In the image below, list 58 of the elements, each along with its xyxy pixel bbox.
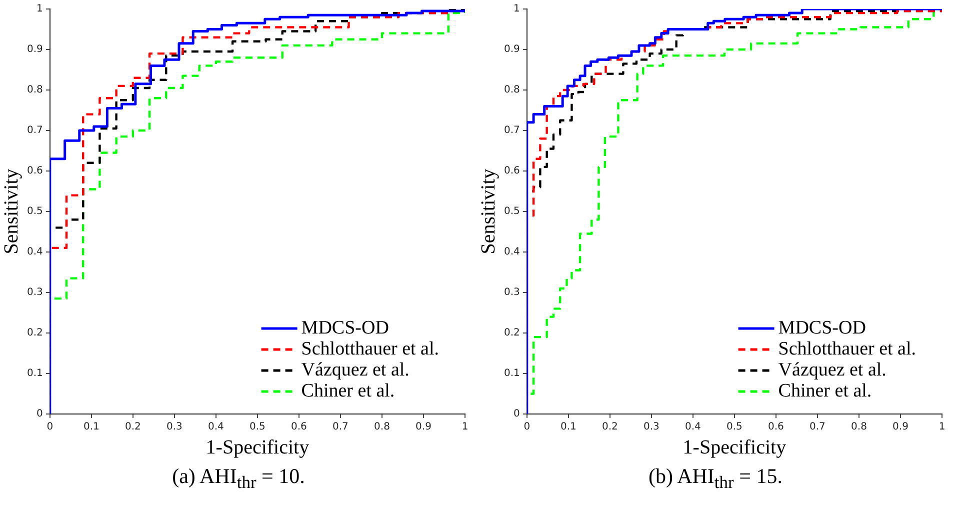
y-tick-label: 0 <box>36 408 43 420</box>
x-tick-label: 0.9 <box>892 422 908 433</box>
x-tick-label: 0.5 <box>250 422 266 433</box>
legend-label: Vázquez et al. <box>301 359 410 380</box>
x-tick-label: 0.3 <box>166 422 182 433</box>
y-tick-label: 0.3 <box>504 287 520 298</box>
x-tick-label: 0.7 <box>332 422 348 433</box>
y-tick-label: 0.1 <box>504 368 520 380</box>
y-tick-label: 0.3 <box>26 287 43 298</box>
legend-label: Schlotthauer et al. <box>778 338 916 360</box>
y-tick-label: 0.9 <box>26 44 43 56</box>
x-tick-label: 0.4 <box>208 422 224 433</box>
x-tick-label: 0.8 <box>374 422 390 433</box>
x-tick-label: 0.5 <box>726 422 742 433</box>
x-tick-label: 0 <box>524 422 530 433</box>
legend-label: MDCS-OD <box>301 317 389 338</box>
x-tick-label: 0.4 <box>684 422 701 433</box>
y-tick-label: 1 <box>514 4 520 15</box>
x-tick-label: 1 <box>938 422 946 433</box>
legend-label: Chiner et al. <box>778 380 872 402</box>
text: (b) AHI$_{thr}$ = 15. <box>648 464 784 494</box>
y-tick-label: 0.8 <box>504 84 520 96</box>
x-tick-label: 0.6 <box>291 422 307 433</box>
y-tick-label: 0.7 <box>26 125 43 136</box>
x-tick-label: 0.3 <box>643 422 660 433</box>
x-tick-label: 0.9 <box>416 422 432 433</box>
legend-label: Chiner et al. <box>301 380 395 402</box>
x-tick-label: 0.1 <box>83 422 100 433</box>
legend-label: MDCS-OD <box>778 317 866 338</box>
y-axis-title: Sensitivity <box>477 168 500 254</box>
y-tick-label: 1 <box>36 4 43 15</box>
y-tick-label: 0.4 <box>504 246 520 258</box>
y-tick-label: 0.6 <box>504 166 520 177</box>
y-tick-label: 0.8 <box>26 84 43 96</box>
y-tick-label: 0.9 <box>504 44 520 56</box>
y-tick-label: 0.2 <box>26 328 43 339</box>
y-axis-title: Sensitivity <box>0 168 22 254</box>
x-tick-label: 0.1 <box>560 422 576 433</box>
legend-label: Vázquez et al. <box>778 359 886 380</box>
legend-label: Schlotthauer et al. <box>301 338 440 360</box>
x-tick-label: 0.6 <box>768 422 784 433</box>
y-tick-label: 0.7 <box>504 125 520 136</box>
x-tick-label: 0.2 <box>602 422 618 433</box>
y-tick-label: 0.5 <box>26 206 43 218</box>
x-axis-title: 1-Specificity <box>206 436 310 458</box>
y-tick-label: 0.6 <box>26 166 43 177</box>
x-axis-title: 1-Specificity <box>682 436 786 458</box>
x-tick-label: 1 <box>462 422 468 433</box>
text: (a) AHI$_{thr}$ = 10. <box>171 464 306 494</box>
y-tick-label: 0.2 <box>504 328 520 339</box>
x-tick-label: 0.7 <box>810 422 826 433</box>
y-tick-label: 0 <box>514 408 520 420</box>
x-tick-label: 0.8 <box>851 422 867 433</box>
y-tick-label: 0.4 <box>26 246 43 258</box>
y-tick-label: 0.1 <box>26 368 43 380</box>
y-tick-label: 0.5 <box>504 206 520 218</box>
x-tick-label: 0 <box>46 422 54 433</box>
x-tick-label: 0.2 <box>124 422 141 433</box>
